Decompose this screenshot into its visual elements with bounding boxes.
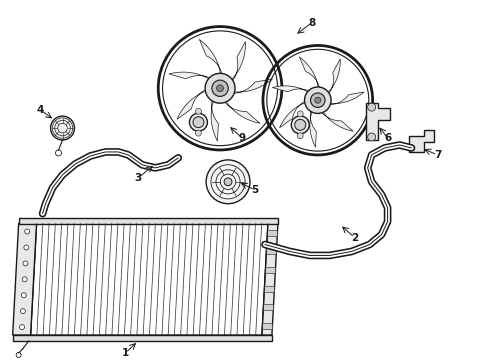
Polygon shape — [321, 110, 353, 131]
Polygon shape — [409, 130, 435, 152]
Circle shape — [55, 150, 62, 156]
Text: 9: 9 — [239, 133, 245, 143]
Text: 6: 6 — [384, 133, 391, 143]
Polygon shape — [327, 59, 340, 94]
Circle shape — [224, 178, 232, 186]
Text: 3: 3 — [135, 173, 142, 183]
Text: 1: 1 — [122, 348, 129, 358]
Text: 2: 2 — [351, 233, 358, 243]
Polygon shape — [199, 39, 222, 76]
Circle shape — [24, 229, 30, 234]
Circle shape — [23, 261, 28, 266]
Polygon shape — [264, 304, 273, 310]
Circle shape — [311, 93, 325, 107]
Circle shape — [22, 277, 27, 282]
Polygon shape — [267, 248, 276, 255]
Circle shape — [24, 245, 29, 250]
Circle shape — [368, 103, 376, 111]
Circle shape — [291, 116, 309, 134]
Polygon shape — [310, 110, 316, 147]
Text: 8: 8 — [308, 18, 316, 28]
Polygon shape — [366, 103, 390, 140]
Circle shape — [20, 325, 25, 329]
Circle shape — [50, 116, 74, 140]
Circle shape — [212, 80, 228, 96]
Polygon shape — [328, 92, 364, 105]
Circle shape — [206, 160, 250, 204]
Polygon shape — [232, 79, 272, 93]
Polygon shape — [230, 42, 245, 81]
Circle shape — [196, 130, 201, 136]
Circle shape — [295, 120, 306, 130]
Circle shape — [205, 73, 235, 103]
Circle shape — [16, 352, 21, 357]
Circle shape — [217, 85, 223, 92]
Polygon shape — [13, 224, 37, 335]
Circle shape — [297, 133, 303, 139]
Polygon shape — [19, 218, 278, 224]
Polygon shape — [272, 86, 310, 93]
Polygon shape — [13, 335, 272, 341]
Circle shape — [196, 108, 201, 114]
Text: 7: 7 — [434, 150, 441, 160]
Polygon shape — [299, 57, 319, 89]
Text: 5: 5 — [251, 185, 259, 195]
Circle shape — [315, 97, 321, 103]
Polygon shape — [266, 267, 275, 273]
Polygon shape — [265, 285, 274, 292]
Polygon shape — [268, 230, 277, 236]
Polygon shape — [224, 99, 260, 123]
Circle shape — [304, 87, 331, 113]
Circle shape — [21, 309, 25, 314]
Circle shape — [190, 113, 207, 131]
Circle shape — [297, 111, 303, 117]
Polygon shape — [279, 101, 307, 128]
Polygon shape — [262, 224, 278, 335]
Polygon shape — [169, 72, 211, 80]
Circle shape — [193, 117, 204, 128]
Circle shape — [21, 293, 26, 298]
Polygon shape — [263, 323, 272, 329]
Polygon shape — [30, 224, 268, 335]
Circle shape — [368, 133, 376, 141]
Polygon shape — [211, 99, 219, 141]
Text: 4: 4 — [37, 105, 44, 115]
Polygon shape — [177, 89, 208, 119]
